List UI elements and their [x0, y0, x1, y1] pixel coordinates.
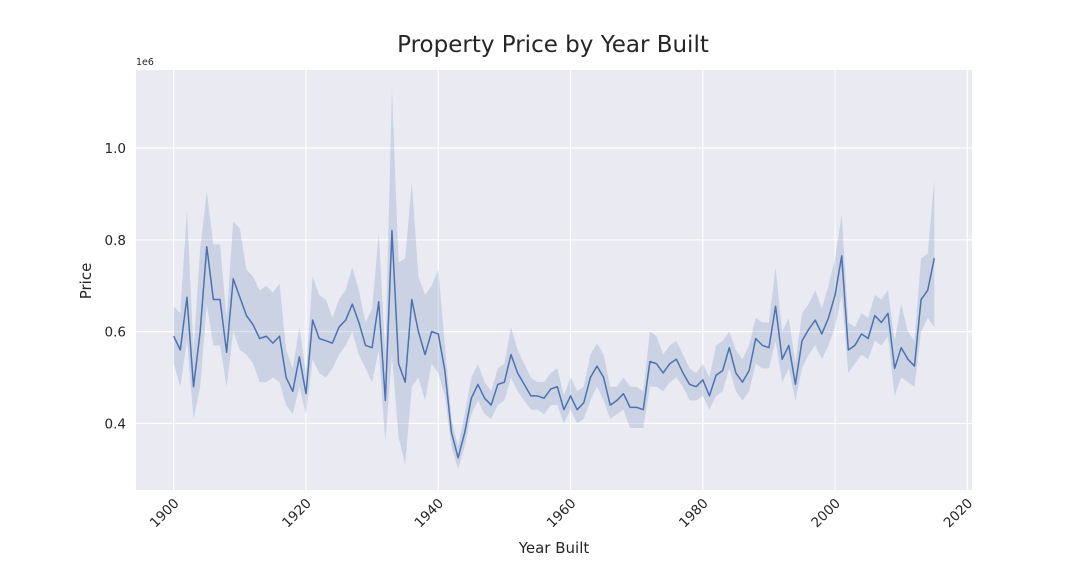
- chart-title: Property Price by Year Built: [397, 32, 709, 58]
- x-axis-ticks: 1900 1920 1940 1960 1980 2000 2020: [147, 496, 976, 532]
- y-tick-label: 0.4: [105, 416, 126, 432]
- y-axis-ticks: 0.4 0.6 0.8 1.0: [105, 141, 126, 432]
- grid-lines: [136, 70, 972, 490]
- plot-area: [136, 70, 972, 490]
- y-axis-label: Price: [77, 263, 95, 300]
- x-tick-label: 1980: [676, 496, 712, 532]
- y-tick-label: 0.8: [105, 233, 126, 249]
- y-axis-offset-label: 1e6: [136, 57, 154, 68]
- x-tick-label: 2000: [808, 496, 844, 532]
- price-series-line: [173, 229, 936, 459]
- confidence-band: [173, 88, 935, 470]
- x-tick-label: 1920: [279, 496, 315, 532]
- x-tick-label: 2020: [941, 496, 977, 532]
- x-tick-label: 1900: [147, 496, 183, 532]
- price-line-layer: [173, 229, 936, 459]
- x-axis-label: Year Built: [518, 539, 590, 557]
- x-tick-label: 1940: [411, 496, 447, 532]
- y-tick-label: 1.0: [105, 141, 126, 157]
- y-tick-label: 0.6: [105, 325, 126, 341]
- x-tick-label: 1960: [544, 496, 580, 532]
- confidence-band-layer: [173, 88, 935, 470]
